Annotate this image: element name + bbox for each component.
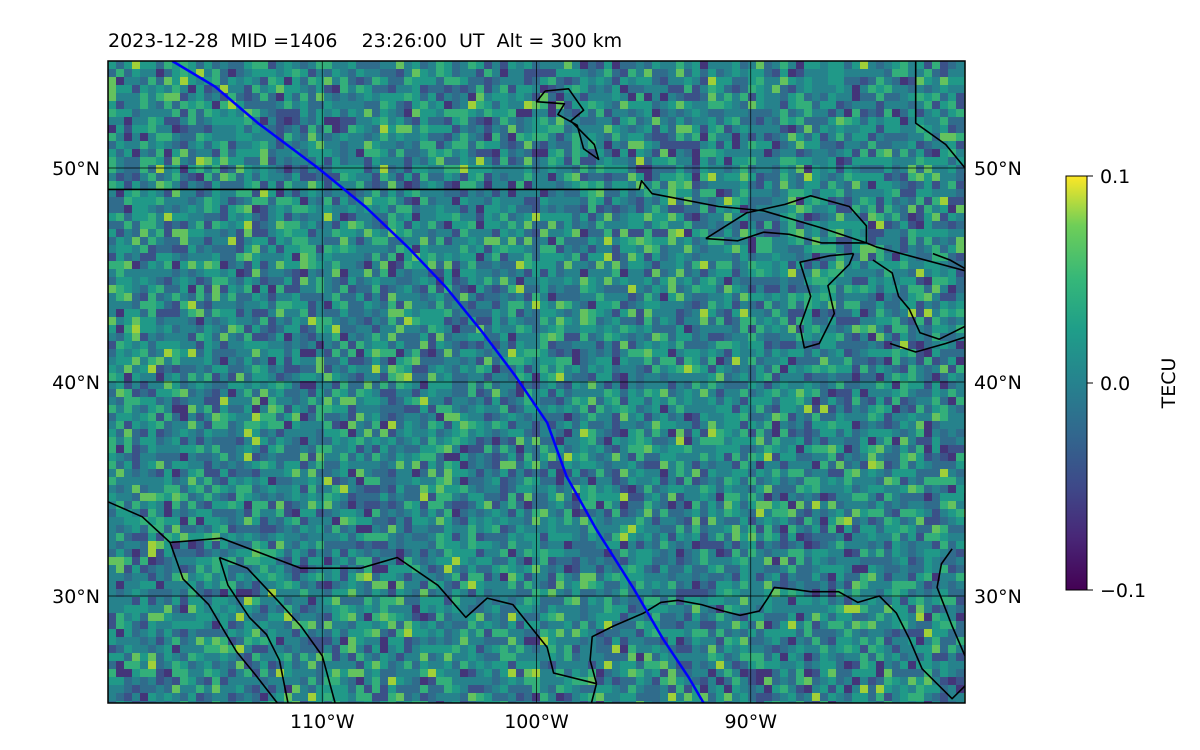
coastline-segment [936, 548, 965, 657]
lat-tick-label-right: 40°N [974, 372, 1022, 394]
coastline-segment [535, 88, 600, 161]
page-title: 2023-12-28 MID =1406 23:26:00 UT Alt = 3… [108, 30, 623, 52]
coastline-segment [705, 195, 868, 244]
lon-tick-label: 110°W [290, 711, 355, 733]
coastline-segment [108, 180, 965, 272]
lat-tick-label-left: 40°N [52, 372, 100, 394]
coastline-segment [108, 501, 278, 703]
coastline-segment [170, 537, 597, 685]
coastline-segment [589, 586, 965, 700]
coastline-segment [932, 252, 965, 270]
latitude-ticks-right: 30°N 40°N 50°N [974, 158, 1022, 608]
lon-tick-label: 100°W [504, 711, 569, 733]
colorbar-gradient [1066, 176, 1087, 590]
coastline-segment [799, 252, 855, 349]
longitude-ticks: 110°W 100°W 90°W [290, 711, 777, 733]
lat-tick-label-right: 30°N [974, 586, 1022, 608]
map-frame [107, 60, 966, 704]
colorbar-tick-label: 0.1 [1100, 166, 1130, 188]
coastline-segment [590, 683, 598, 703]
coastline-segment [218, 557, 289, 703]
coastline-segment [914, 61, 965, 169]
colorbar: 0.1 0.0 −0.1 TECU [1065, 166, 1180, 602]
coastline-segment [889, 336, 965, 353]
coastlines [108, 61, 965, 703]
satellite-track [171, 61, 705, 703]
lat-tick-label-left: 50°N [52, 158, 100, 180]
lon-tick-label: 90°W [725, 711, 778, 733]
latitude-ticks-left: 30°N 40°N 50°N [52, 158, 100, 608]
map-grid [108, 61, 965, 703]
lat-tick-label-right: 50°N [974, 158, 1022, 180]
colorbar-tick-label: −0.1 [1100, 580, 1146, 602]
coastline-segment [872, 259, 965, 341]
colorbar-ticks: 0.1 0.0 −0.1 [1087, 166, 1146, 602]
coastline-segment [219, 556, 336, 703]
colorbar-tick-label: 0.0 [1100, 373, 1130, 395]
tec-field-pixels [108, 61, 965, 703]
colorbar-label: TECU [1158, 358, 1180, 410]
lat-tick-label-left: 30°N [52, 586, 100, 608]
